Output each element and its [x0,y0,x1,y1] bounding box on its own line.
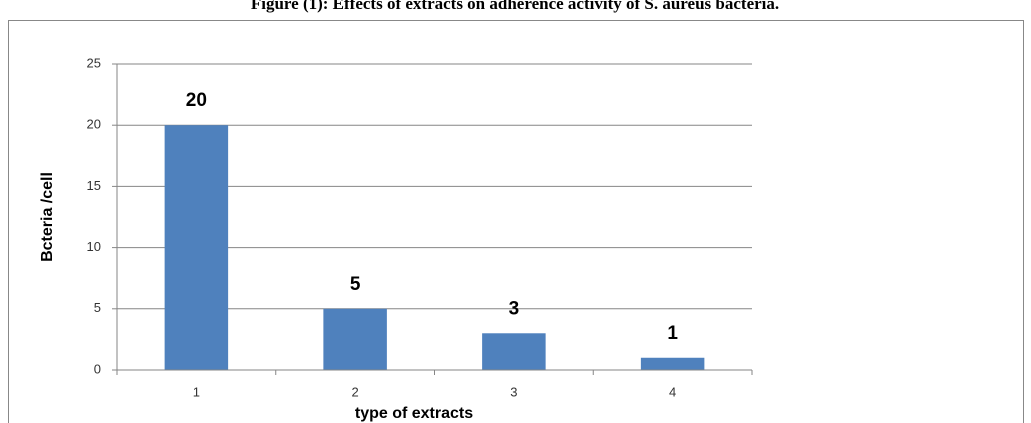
x-tick-label: 3 [510,384,517,399]
value-label: 3 [509,298,520,319]
y-tick-label: 15 [87,178,101,193]
y-tick-label: 20 [87,117,101,132]
bar [164,125,229,370]
bar [640,357,705,370]
y-tick-label: 25 [87,55,101,70]
x-axis-title: type of extracts [355,405,473,422]
value-label: 5 [350,274,361,295]
x-tick-label: 2 [352,384,359,399]
x-tick-label: 4 [669,384,676,399]
y-tick-label: 0 [94,361,101,376]
x-tick-label: 1 [193,384,200,399]
y-axis-title: Bcteria /cell [39,172,56,262]
bar [323,308,387,370]
y-tick-label: 5 [94,300,101,315]
bar [482,333,546,370]
value-label: 1 [667,323,678,344]
value-label: 20 [186,90,207,111]
chart-title: Figure (1): Effects of extracts on adher… [251,0,779,13]
y-tick-label: 10 [87,239,101,254]
